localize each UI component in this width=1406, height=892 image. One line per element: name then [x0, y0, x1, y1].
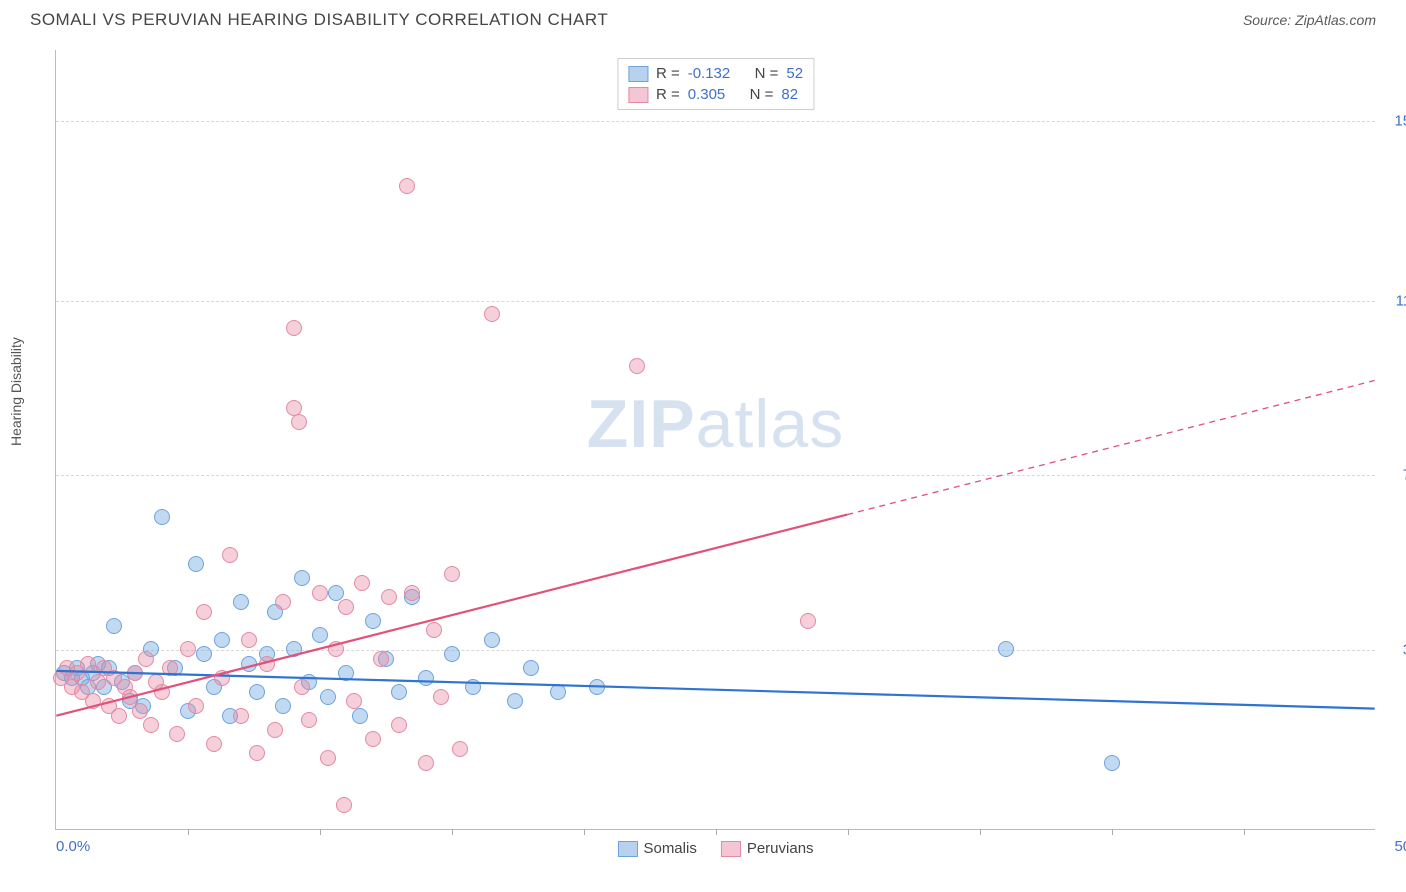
swatch-peruvians-2 [721, 841, 741, 857]
y-tick-label: 11.2% [1396, 292, 1406, 309]
series-legend: Somalis Peruvians [617, 840, 813, 857]
stats-row-peruvians: R = 0.305 N = 82 [628, 84, 803, 105]
stats-legend: R = -0.132 N = 52 R = 0.305 N = 82 [617, 58, 814, 110]
point-peruvians [222, 547, 238, 563]
point-peruvians [180, 641, 196, 657]
point-peruvians [391, 717, 407, 733]
point-peruvians [365, 731, 381, 747]
point-peruvians [80, 656, 96, 672]
point-peruvians [346, 693, 362, 709]
x-origin-label: 0.0% [56, 838, 90, 855]
trend-lines [56, 50, 1375, 829]
watermark: ZIPatlas [587, 385, 844, 463]
point-peruvians [138, 651, 154, 667]
point-peruvians [301, 712, 317, 728]
x-max-label: 50.0% [1394, 838, 1406, 855]
point-somalis [365, 613, 381, 629]
point-peruvians [452, 741, 468, 757]
swatch-somalis-2 [617, 841, 637, 857]
point-somalis [320, 689, 336, 705]
point-somalis [286, 641, 302, 657]
legend-item-somalis: Somalis [617, 840, 696, 857]
point-peruvians [206, 736, 222, 752]
point-peruvians [154, 684, 170, 700]
point-peruvians [85, 693, 101, 709]
legend-item-peruvians: Peruvians [721, 840, 814, 857]
point-peruvians [286, 320, 302, 336]
point-peruvians [373, 651, 389, 667]
point-peruvians [241, 632, 257, 648]
point-peruvians [399, 178, 415, 194]
point-somalis [188, 556, 204, 572]
point-somalis [523, 660, 539, 676]
point-peruvians [294, 679, 310, 695]
stats-row-somalis: R = -0.132 N = 52 [628, 63, 803, 84]
point-peruvians [162, 660, 178, 676]
point-somalis [507, 693, 523, 709]
point-somalis [214, 632, 230, 648]
point-somalis [418, 670, 434, 686]
point-somalis [589, 679, 605, 695]
point-peruvians [127, 665, 143, 681]
point-peruvians [259, 656, 275, 672]
point-peruvians [233, 708, 249, 724]
point-peruvians [484, 306, 500, 322]
point-somalis [391, 684, 407, 700]
point-somalis [312, 627, 328, 643]
point-somalis [328, 585, 344, 601]
point-peruvians [111, 708, 127, 724]
point-peruvians [320, 750, 336, 766]
point-peruvians [629, 358, 645, 374]
point-peruvians [418, 755, 434, 771]
point-peruvians [426, 622, 442, 638]
y-tick-label: 15.0% [1394, 112, 1406, 129]
point-peruvians [275, 594, 291, 610]
plot-area: ZIPatlas 0.0% 50.0% R = -0.132 N = 52 R … [55, 50, 1375, 830]
point-peruvians [800, 613, 816, 629]
point-somalis [550, 684, 566, 700]
point-peruvians [196, 604, 212, 620]
point-somalis [249, 684, 265, 700]
point-somalis [196, 646, 212, 662]
point-peruvians [338, 599, 354, 615]
point-somalis [998, 641, 1014, 657]
point-peruvians [404, 585, 420, 601]
point-somalis [338, 665, 354, 681]
point-peruvians [336, 797, 352, 813]
point-somalis [241, 656, 257, 672]
chart-title: SOMALI VS PERUVIAN HEARING DISABILITY CO… [30, 10, 608, 30]
point-somalis [154, 509, 170, 525]
point-peruvians [132, 703, 148, 719]
point-peruvians [328, 641, 344, 657]
point-peruvians [90, 674, 106, 690]
point-peruvians [249, 745, 265, 761]
swatch-somalis [628, 66, 648, 82]
y-axis-label: Hearing Disability [8, 337, 24, 446]
point-peruvians [143, 717, 159, 733]
point-somalis [294, 570, 310, 586]
point-peruvians [214, 670, 230, 686]
point-peruvians [381, 589, 397, 605]
point-somalis [275, 698, 291, 714]
point-peruvians [291, 414, 307, 430]
point-peruvians [267, 722, 283, 738]
point-peruvians [354, 575, 370, 591]
point-peruvians [169, 726, 185, 742]
swatch-peruvians [628, 87, 648, 103]
point-peruvians [312, 585, 328, 601]
point-peruvians [444, 566, 460, 582]
point-somalis [465, 679, 481, 695]
point-peruvians [122, 689, 138, 705]
point-somalis [352, 708, 368, 724]
point-somalis [1104, 755, 1120, 771]
point-somalis [484, 632, 500, 648]
point-somalis [106, 618, 122, 634]
source-label: Source: ZipAtlas.com [1243, 12, 1376, 28]
point-peruvians [433, 689, 449, 705]
chart-header: SOMALI VS PERUVIAN HEARING DISABILITY CO… [0, 0, 1406, 36]
point-somalis [233, 594, 249, 610]
point-somalis [444, 646, 460, 662]
point-peruvians [188, 698, 204, 714]
